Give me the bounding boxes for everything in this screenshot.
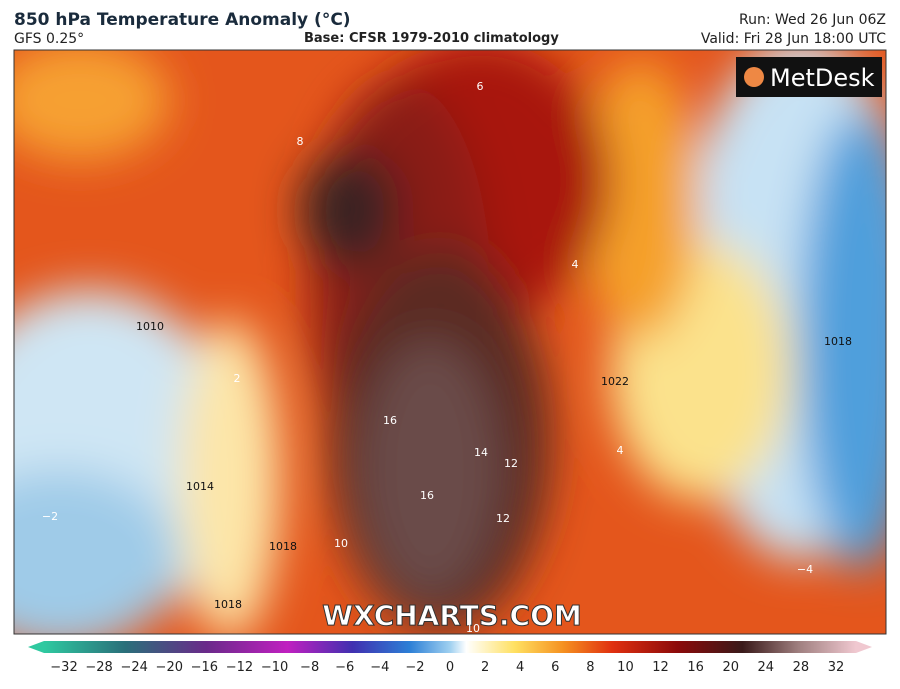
contour-label: 1018 [269, 540, 297, 553]
colorbar-label: 0 [446, 660, 454, 675]
colorbar-label: 28 [793, 660, 810, 675]
colorbar-label: −12 [226, 660, 253, 675]
colorbar-label: −24 [120, 660, 147, 675]
contour-label: 4 [617, 444, 624, 457]
colorbar [44, 641, 856, 653]
contour-label: 4 [572, 258, 579, 271]
colorbar-label: 2 [481, 660, 489, 675]
run: Run: Wed 26 Jun 06Z [739, 12, 886, 28]
contour-label: 16 [420, 489, 434, 502]
contour-label: 16 [383, 414, 397, 427]
contour-label: −2 [42, 510, 58, 523]
logo-icon [744, 67, 764, 87]
colorbar-label: −2 [405, 660, 424, 675]
colorbar-label: −16 [191, 660, 218, 675]
contour-label: 10 [466, 622, 480, 635]
colorbar-label: −10 [261, 660, 288, 675]
colorbar-arrow [856, 641, 872, 653]
map-field [14, 50, 886, 634]
colorbar-label: 6 [551, 660, 559, 675]
contour-label: 1010 [136, 320, 164, 333]
contour-label: 1018 [214, 598, 242, 611]
contour-label: 1018 [824, 335, 852, 348]
colorbar-label: −4 [370, 660, 389, 675]
contour-label: −4 [797, 563, 813, 576]
contour-label: 12 [496, 512, 510, 525]
colorbar-label: 32 [828, 660, 845, 675]
contour-label: 1022 [601, 375, 629, 388]
logo: MetDesk [770, 64, 875, 92]
contour-label: 8 [297, 135, 304, 148]
colorbar-label: −32 [50, 660, 77, 675]
contour-label: 12 [504, 457, 518, 470]
colorbar-label: −8 [300, 660, 319, 675]
contour-label: 6 [477, 80, 484, 93]
colorbar-label: 12 [652, 660, 669, 675]
colorbar-label: 4 [516, 660, 524, 675]
contour-label: 14 [474, 446, 488, 459]
colorbar-label: −20 [156, 660, 183, 675]
colorbar-label: −6 [335, 660, 354, 675]
contour-label: 1014 [186, 480, 214, 493]
colorbar-label: 8 [586, 660, 594, 675]
contour-label: 10 [334, 537, 348, 550]
colorbar-label: 24 [758, 660, 775, 675]
contour-label: 2 [234, 372, 241, 385]
title: 850 hPa Temperature Anomaly (°C) [14, 10, 351, 30]
colorbar-label: 20 [722, 660, 739, 675]
base: Base: CFSR 1979-2010 climatology [304, 31, 559, 46]
model: GFS 0.25° [14, 31, 85, 47]
colorbar-label: 16 [687, 660, 704, 675]
watermark: WXCHARTS.COM [322, 599, 582, 632]
valid: Valid: Fri 28 Jun 18:00 UTC [700, 31, 886, 47]
colorbar-label: −28 [85, 660, 112, 675]
colorbar-label: 10 [617, 660, 634, 675]
colorbar-arrow [28, 641, 44, 653]
